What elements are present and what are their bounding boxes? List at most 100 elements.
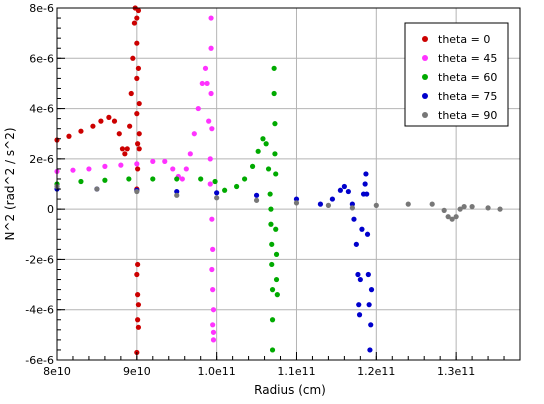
data-point <box>271 90 277 97</box>
data-point <box>373 202 379 208</box>
data-point <box>134 15 140 21</box>
data-point <box>272 151 278 157</box>
data-point <box>329 196 336 202</box>
data-point <box>356 302 362 308</box>
data-point <box>78 178 84 185</box>
data-point <box>111 118 118 124</box>
data-point <box>135 292 141 298</box>
data-point <box>253 197 260 203</box>
data-point <box>198 176 204 182</box>
data-point <box>234 183 240 190</box>
data-point <box>274 292 280 298</box>
data-point <box>445 214 451 220</box>
data-point <box>86 166 92 172</box>
data-point <box>106 114 112 120</box>
data-point <box>269 261 275 268</box>
data-point <box>269 241 275 247</box>
legend-label: theta = 60 <box>438 71 497 84</box>
data-point <box>209 216 215 222</box>
data-point <box>126 176 132 182</box>
series-1 <box>54 15 217 343</box>
data-point <box>118 162 124 168</box>
legend-label: theta = 90 <box>438 109 497 122</box>
y-tick-label: 2e-6 <box>29 153 54 166</box>
data-point <box>134 111 140 117</box>
data-point <box>102 177 108 183</box>
y-tick-label: -2e-6 <box>25 253 54 266</box>
data-point <box>265 166 272 172</box>
data-point <box>134 75 140 81</box>
y-tick-label: 8e-6 <box>29 2 54 15</box>
x-tick-label: 1.3e11 <box>437 365 475 378</box>
data-point <box>364 231 371 237</box>
data-point <box>241 176 248 182</box>
data-point <box>273 226 279 232</box>
data-point <box>210 307 217 313</box>
data-point <box>271 65 277 71</box>
data-point <box>293 200 300 206</box>
data-point <box>363 171 369 177</box>
x-axis-label: Radius (cm) <box>254 383 326 397</box>
data-point <box>273 251 280 257</box>
legend-box <box>404 22 509 127</box>
data-point <box>134 271 140 278</box>
data-point <box>268 221 274 227</box>
data-point <box>135 166 141 172</box>
data-point <box>485 205 491 211</box>
data-point <box>212 178 218 185</box>
data-point <box>174 188 180 195</box>
series-2 <box>54 65 280 353</box>
data-point <box>269 317 276 323</box>
data-point <box>267 191 273 197</box>
data-point <box>150 158 156 164</box>
data-point <box>469 204 475 210</box>
data-point <box>124 146 130 152</box>
data-point <box>136 146 142 152</box>
data-point <box>162 158 168 164</box>
data-point <box>325 202 332 208</box>
data-point <box>209 126 215 132</box>
y-tick-label: 4e-6 <box>29 103 54 116</box>
data-point <box>102 163 108 169</box>
data-point <box>130 55 136 61</box>
data-point <box>199 80 205 87</box>
data-point <box>368 287 375 293</box>
data-point <box>210 246 216 252</box>
x-tick-label: 1.0e11 <box>198 365 236 378</box>
data-point <box>134 40 140 46</box>
data-point <box>150 176 156 182</box>
data-point <box>253 192 260 198</box>
legend: theta = 0 theta = 45 theta = 60 theta = 75 t… <box>404 22 509 127</box>
data-point <box>210 337 217 343</box>
data-point <box>317 201 324 207</box>
data-point <box>134 161 140 167</box>
data-point <box>134 188 140 195</box>
data-point <box>98 118 104 124</box>
legend-marker <box>422 36 428 42</box>
data-point <box>260 136 266 142</box>
data-point <box>210 322 216 328</box>
data-point <box>135 261 141 268</box>
series-0 <box>54 5 142 356</box>
x-tick-label: 8e10 <box>43 365 71 378</box>
data-point <box>357 276 363 283</box>
data-point <box>135 65 142 71</box>
data-point <box>209 266 215 273</box>
data-point <box>128 90 134 97</box>
data-point <box>293 196 300 202</box>
data-point <box>207 156 213 162</box>
data-point <box>461 204 467 210</box>
data-point <box>353 241 359 247</box>
data-point <box>136 100 142 107</box>
data-point <box>179 176 185 182</box>
data-point <box>263 141 269 147</box>
data-point <box>135 302 142 308</box>
legend-marker <box>422 74 428 80</box>
x-tick-label: 1.2e11 <box>357 365 395 378</box>
data-point <box>429 201 435 207</box>
data-point <box>202 65 209 71</box>
data-point <box>78 128 84 134</box>
data-point <box>441 207 447 213</box>
data-point <box>367 347 373 353</box>
data-point <box>208 90 214 97</box>
